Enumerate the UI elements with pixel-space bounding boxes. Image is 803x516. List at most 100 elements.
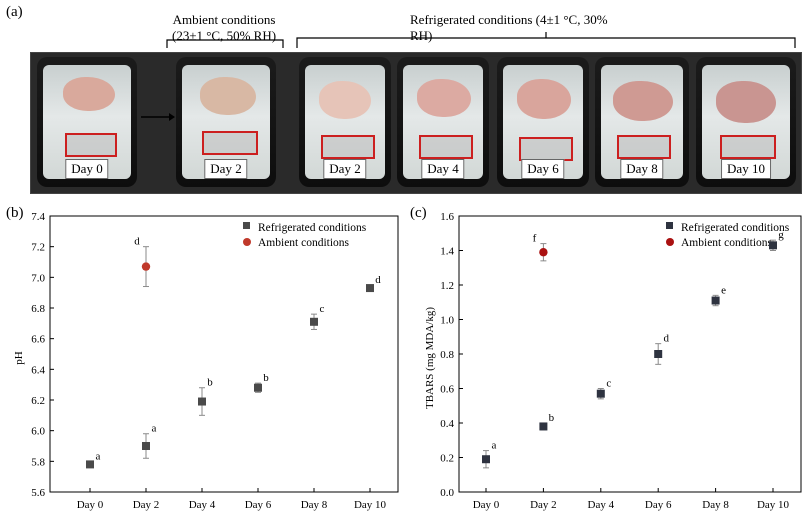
significance-letter: d	[375, 274, 381, 286]
data-point	[86, 460, 94, 469]
refrig-detail: RH)	[410, 28, 433, 43]
data-point	[142, 442, 150, 450]
data-point	[141, 262, 151, 271]
y-tick-label: 6.0	[31, 426, 45, 438]
y-tick-label: 6.4	[31, 364, 45, 376]
arrow-icon	[141, 113, 175, 121]
x-tick-label: Day 6	[245, 499, 272, 511]
x-tick-label: Day 2	[133, 499, 160, 511]
legend-ambient-label: Ambient conditions	[258, 237, 350, 249]
y-tick-label: 0.2	[440, 453, 454, 465]
refrig-bracket	[296, 32, 796, 48]
ambient-bracket	[166, 39, 284, 48]
day-tag: Day 8	[620, 159, 664, 179]
data-point	[769, 241, 777, 250]
y-tick-label: 0.0	[440, 487, 454, 499]
day-tag: Day 2	[204, 159, 248, 179]
x-tick-label: Day 8	[702, 499, 729, 511]
x-tick-label: Day 2	[530, 499, 557, 511]
data-point	[539, 422, 548, 431]
x-tick-label: Day 4	[189, 499, 216, 511]
x-tick-label: Day 10	[757, 499, 790, 511]
legend-marker	[243, 222, 250, 229]
significance-letter: c	[320, 303, 325, 315]
significance-letter: e	[721, 284, 726, 296]
significance-letter: a	[152, 423, 157, 435]
legend-refrig-label: Refrigerated conditions	[681, 222, 790, 234]
significance-letter: b	[263, 372, 269, 384]
photo-refrig-day10: Day 10	[696, 57, 796, 187]
refrig-header: Refrigerated conditions (4±1 °C, 30%	[410, 12, 608, 27]
y-tick-label: 7.2	[31, 242, 45, 254]
y-tick-label: 0.6	[440, 384, 454, 396]
data-point	[254, 383, 262, 392]
x-tick-label: Day 8	[301, 499, 328, 511]
y-tick-label: 1.0	[440, 315, 454, 327]
photo-refrig-day4: Day 4	[397, 57, 489, 187]
photo-ambient-day2: Day 2	[176, 57, 276, 187]
y-tick-label: 6.8	[31, 303, 45, 315]
y-tick-label: 7.4	[31, 211, 45, 223]
legend-marker	[666, 222, 673, 229]
significance-letter: d	[134, 236, 140, 248]
data-point	[654, 350, 663, 358]
day-tag: Day 6	[521, 159, 565, 179]
significance-letter: g	[778, 229, 784, 241]
data-point	[539, 248, 548, 257]
legend-marker	[243, 238, 251, 246]
significance-letter: f	[533, 233, 537, 245]
y-tick-label: 0.4	[440, 418, 454, 430]
ambient-caption: Ambient conditions (23±1 °C, 50% RH)	[172, 12, 276, 44]
photo-refrig-day6: Day 6	[497, 57, 589, 187]
data-point	[366, 284, 374, 293]
y-tick-label: 5.6	[31, 487, 45, 499]
day-tag: Day 4	[421, 159, 465, 179]
photo-day0: Day 0	[37, 57, 137, 187]
panel-c-label: (c)	[410, 205, 427, 221]
y-tick-label: 6.2	[31, 395, 45, 407]
significance-letter: c	[606, 378, 611, 390]
y-tick-label: 1.4	[440, 246, 454, 258]
plot-frame	[458, 215, 802, 493]
y-tick-label: 1.2	[440, 280, 454, 292]
x-tick-label: Day 10	[354, 499, 387, 511]
day-tag: Day 0	[65, 159, 109, 179]
y-axis-label: TBARS (mg MDA/kg)	[424, 307, 436, 409]
data-point	[711, 296, 720, 305]
legend-refrig-label: Refrigerated conditions	[258, 222, 367, 234]
plot-frame	[49, 215, 399, 493]
refrig-caption: Refrigerated conditions (4±1 °C, 30% RH)	[410, 12, 608, 44]
data-point	[310, 317, 318, 326]
y-tick-label: 0.8	[440, 349, 454, 361]
data-point	[596, 389, 605, 398]
chart-tbars: TBARS (mg MDA/kg) Refrigerated condition…	[424, 211, 802, 511]
data-point	[198, 397, 206, 406]
significance-letter: b	[549, 412, 555, 424]
panel-a-label: (a)	[6, 4, 23, 20]
legend-ambient-label: Ambient conditions	[681, 237, 773, 249]
photo-strip: Day 0 Day 2 Day 2 Day 4 Day 6 Day 8 Day …	[30, 52, 802, 194]
panel-b-label: (b)	[6, 205, 24, 221]
y-tick-label: 1.6	[440, 211, 454, 223]
significance-letter: a	[492, 440, 497, 452]
ambient-header: Ambient conditions	[172, 12, 276, 27]
data-point	[482, 455, 490, 464]
y-axis-label: pH	[13, 351, 25, 365]
significance-letter: a	[96, 450, 101, 462]
photo-refrig-day8: Day 8	[595, 57, 689, 187]
chart-ph: pH Refrigerated conditions Ambient condi…	[13, 211, 399, 511]
x-tick-label: Day 0	[473, 499, 500, 511]
y-tick-label: 7.0	[31, 272, 45, 284]
day-tag: Day 10	[721, 159, 771, 179]
significance-letter: d	[663, 333, 669, 345]
x-tick-label: Day 4	[588, 499, 615, 511]
x-tick-label: Day 6	[645, 499, 672, 511]
legend-marker	[666, 238, 674, 246]
y-tick-label: 5.8	[31, 456, 45, 468]
y-tick-label: 6.6	[31, 334, 45, 346]
day-tag: Day 2	[323, 159, 367, 179]
photo-refrig-day2: Day 2	[299, 57, 391, 187]
ambient-detail: (23±1 °C, 50% RH)	[172, 28, 277, 43]
x-tick-label: Day 0	[77, 499, 104, 511]
significance-letter: b	[207, 377, 213, 389]
